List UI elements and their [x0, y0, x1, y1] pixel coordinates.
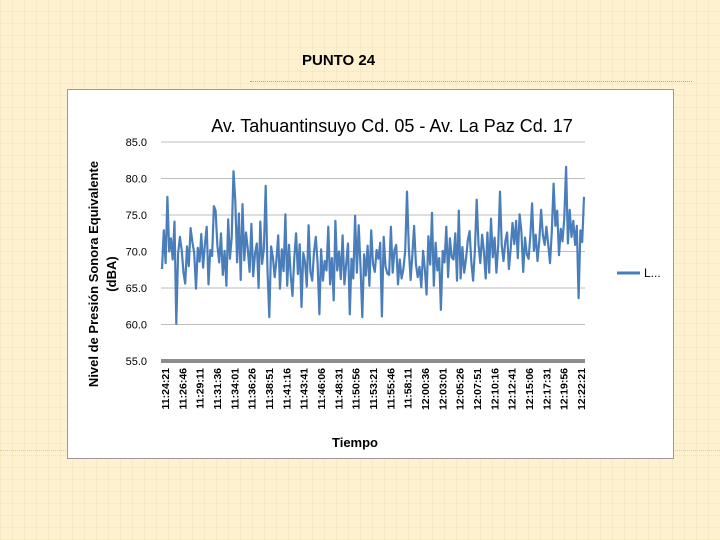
y-tick-labels: 55.0 60.0 65.0 70.0 75.0 80.0 85.0 — [126, 137, 147, 368]
x-tick-label: 12:12:41 — [507, 368, 519, 410]
y-tick-label: 60.0 — [126, 320, 147, 332]
y-tick-label: 85.0 — [126, 137, 147, 149]
y-tick-label: 55.0 — [126, 356, 147, 368]
x-tick-label: 12:00:36 — [420, 368, 432, 410]
chart-title: Av. Tahuantinsuyo Cd. 05 - Av. La Paz Cd… — [211, 116, 573, 136]
x-tick-label: 11:55:46 — [385, 368, 397, 410]
legend: L... — [617, 266, 661, 280]
y-tick-label: 80.0 — [126, 174, 147, 186]
title-divider — [250, 81, 692, 82]
y-axis-title-line2: (dBA) — [104, 256, 119, 291]
x-tick-label: 11:31:36 — [212, 368, 224, 410]
line-chart: Av. Tahuantinsuyo Cd. 05 - Av. La Paz Cd… — [86, 116, 661, 450]
series-line — [160, 165, 586, 325]
y-tick-label: 70.0 — [126, 247, 147, 259]
x-tick-label: 11:24:21 — [160, 368, 172, 410]
x-tick-label: 11:53:21 — [368, 368, 380, 410]
legend-label: L... — [644, 266, 661, 280]
x-tick-label: 11:46:06 — [316, 368, 328, 410]
x-tick-label: 11:48:31 — [333, 368, 345, 410]
y-tick-label: 75.0 — [126, 210, 147, 222]
chart-frame: Av. Tahuantinsuyo Cd. 05 - Av. La Paz Cd… — [67, 89, 674, 459]
x-tick-label: 11:43:41 — [299, 368, 311, 410]
x-tick-label: 12:17:31 — [541, 368, 553, 410]
x-tick-label: 12:05:26 — [455, 368, 467, 410]
y-tick-label: 65.0 — [126, 283, 147, 295]
x-tick-label: 11:36:26 — [247, 368, 259, 410]
x-tick-label: 11:41:16 — [281, 368, 293, 410]
x-tick-label: 12:07:51 — [472, 368, 484, 410]
x-tick-label: 12:03:01 — [437, 368, 449, 410]
x-tick-label: 11:26:46 — [177, 368, 189, 410]
x-tick-label: 11:34:01 — [229, 368, 241, 410]
x-tick-label: 11:29:11 — [195, 368, 207, 409]
series-layer — [160, 165, 586, 325]
x-tick-label: 11:50:56 — [351, 368, 363, 410]
x-tick-label: 12:19:56 — [559, 368, 571, 410]
x-tick-label: 12:10:16 — [489, 368, 501, 410]
x-tick-label: 12:15:06 — [524, 368, 536, 410]
x-tick-label: 12:22:21 — [576, 368, 588, 410]
y-axis-title-line1: Nivel de Presión Sonora Equivalente — [86, 161, 101, 387]
x-tick-label: 11:58:11 — [403, 368, 415, 409]
slide-title: PUNTO 24 — [302, 52, 376, 69]
x-tick-labels: 11:24:21 11:26:46 11:29:11 11:31:36 11:34:01… — [160, 368, 588, 410]
x-tick-label: 11:38:51 — [264, 368, 276, 410]
x-axis-title: Tiempo — [332, 435, 378, 450]
